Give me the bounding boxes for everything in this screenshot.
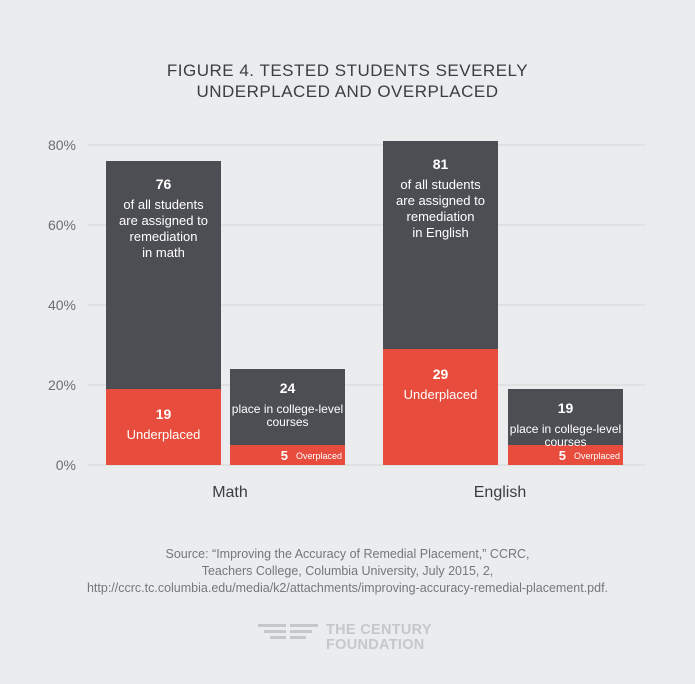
bar-total-value-2: 81 — [433, 156, 449, 172]
bar-total-text-2-1: are assigned to — [396, 193, 485, 208]
bar-total-text-3-0: place in college-level — [510, 422, 621, 436]
bar-segment-text-0: Underplaced — [127, 427, 201, 442]
bar-segment-text-2: Underplaced — [404, 387, 478, 402]
bar-segment-text-3: Overplaced — [574, 451, 620, 461]
bar-total-text-2-2: remediation — [407, 209, 475, 224]
bar-total-value-3: 19 — [558, 400, 574, 416]
bar-segment-value-3: 5 — [559, 448, 566, 463]
bar-segment-text-1: Overplaced — [296, 451, 342, 461]
century-foundation-logo: THE CENTURY FOUNDATION — [258, 622, 458, 656]
logo-text-line-1: THE CENTURY — [326, 622, 432, 638]
bar-total-text-0-0: of all students — [123, 197, 204, 212]
logo-text-line-2: FOUNDATION — [326, 637, 425, 653]
bar-total-text-1-0: place in college-level — [232, 402, 343, 416]
bar-total-text-2-0: of all students — [400, 177, 481, 192]
bar-total-text-3-1: courses — [544, 435, 586, 449]
y-tick-label-0: 0% — [56, 457, 76, 473]
bar-segment-value-1: 5 — [281, 448, 288, 463]
x-category-label-1: English — [474, 484, 526, 501]
bar-total-text-0-1: are assigned to — [119, 213, 208, 228]
bar-total-text-1-1: courses — [266, 415, 308, 429]
x-category-label-0: Math — [212, 484, 248, 501]
y-tick-label-1: 20% — [48, 377, 76, 393]
bar-total-text-0-3: in math — [142, 245, 185, 260]
bar-total-text-2-3: in English — [412, 225, 468, 240]
bar-segment-0 — [106, 389, 221, 465]
y-tick-label-2: 40% — [48, 297, 76, 313]
y-tick-label-4: 80% — [48, 137, 76, 153]
bar-total-value-0: 76 — [156, 176, 172, 192]
bar-total-value-1: 24 — [280, 380, 296, 396]
bar-segment-value-0: 19 — [156, 406, 172, 422]
source-line-3: http://ccrc.tc.columbia.edu/media/k2/att… — [86, 581, 609, 595]
chart-title-line-2: UNDERPLACED AND OVERPLACED — [196, 82, 499, 101]
century-foundation-logo-icon — [258, 624, 318, 639]
source-line-2: Teachers College, Columbia University, J… — [201, 564, 494, 578]
chart-title-line-1: FIGURE 4. TESTED STUDENTS SEVERELY — [166, 61, 529, 80]
bar-segment-value-2: 29 — [433, 366, 449, 382]
bar-segment-3 — [508, 445, 623, 465]
y-tick-label-3: 60% — [48, 217, 76, 233]
bar-segment-2 — [383, 349, 498, 465]
bar-segment-1 — [230, 445, 345, 465]
bar-total-text-0-2: remediation — [130, 229, 198, 244]
source-line-1: Source: “Improving the Accuracy of Remed… — [165, 547, 530, 561]
